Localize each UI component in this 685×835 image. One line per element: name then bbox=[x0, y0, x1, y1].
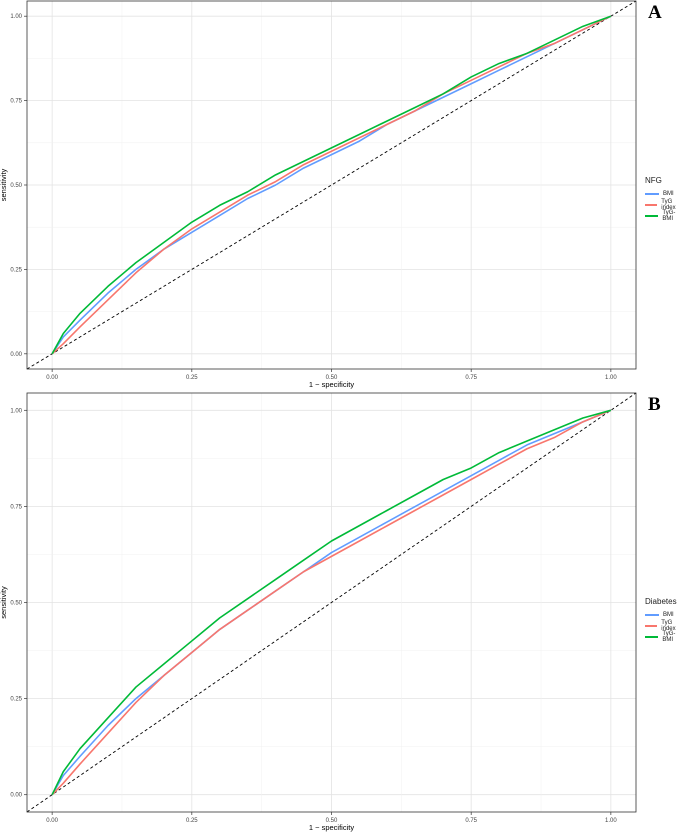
legend-b: Diabetes BMI TyG index TyG-BMI bbox=[645, 597, 685, 643]
y-tick-label: 0.00 bbox=[10, 793, 22, 799]
reference-diagonal bbox=[26, 392, 637, 813]
legend-item-bmi: BMI bbox=[645, 609, 685, 620]
y-axis-label: sensitivity bbox=[0, 586, 8, 619]
x-tick-label: 0.50 bbox=[326, 375, 338, 381]
legend-key bbox=[645, 613, 659, 616]
y-tick-label: 0.25 bbox=[10, 267, 22, 273]
legend-key bbox=[645, 635, 659, 638]
x-tick-label: 0.00 bbox=[46, 375, 58, 381]
x-tick-label: 1.00 bbox=[605, 375, 617, 381]
legend-item-tyg-index: TyG index bbox=[645, 198, 685, 211]
roc-curve-tyg-bmi bbox=[51, 15, 612, 355]
legend-label: BMI bbox=[663, 190, 674, 197]
legend-title: NFG bbox=[645, 176, 662, 185]
legend-item-tyg-index: TyG index bbox=[645, 619, 685, 632]
x-tick-label: 0.75 bbox=[465, 375, 477, 381]
roc-curve-tyg-index bbox=[51, 15, 612, 355]
legend-item-tyg-bmi: TyG-BMI bbox=[645, 209, 685, 222]
y-tick-label: 0.00 bbox=[10, 352, 22, 358]
x-tick-label: 0.25 bbox=[186, 818, 198, 824]
y-tick-label: 1.00 bbox=[10, 14, 22, 20]
x-axis-label: 1 − specificity bbox=[309, 823, 354, 832]
panel-letter-b: B bbox=[648, 394, 661, 415]
legend-key bbox=[645, 214, 659, 217]
x-tick-label: 1.00 bbox=[605, 818, 617, 824]
legend-label: TyG-BMI bbox=[662, 209, 676, 222]
legend-label: BMI bbox=[663, 611, 674, 618]
y-axis-label: sensitivity bbox=[0, 168, 8, 201]
legend-item-bmi: BMI bbox=[645, 188, 685, 199]
legend-item-tyg-bmi: TyG-BMI bbox=[645, 630, 685, 643]
x-tick-label: 0.50 bbox=[326, 818, 338, 824]
legend-a: NFG BMI TyG index TyG-BMI bbox=[645, 176, 685, 222]
legend-key bbox=[645, 192, 659, 195]
panel-letter-a: A bbox=[648, 2, 662, 23]
legend-title: Diabetes bbox=[645, 597, 677, 606]
roc-curve-tyg-index bbox=[51, 409, 612, 796]
roc-curve-tyg-bmi bbox=[51, 409, 612, 796]
y-tick-label: 1.00 bbox=[10, 408, 22, 414]
legend-label: TyG-BMI bbox=[662, 630, 676, 643]
x-tick-label: 0.25 bbox=[186, 375, 198, 381]
y-tick-label: 0.75 bbox=[10, 504, 22, 510]
x-tick-label: 0.75 bbox=[465, 818, 477, 824]
legend-label: TyG index bbox=[661, 198, 676, 211]
x-axis-label: 1 − specificity bbox=[309, 380, 354, 389]
y-tick-label: 0.50 bbox=[10, 601, 22, 607]
y-tick-label: 0.25 bbox=[10, 697, 22, 703]
x-tick-label: 0.00 bbox=[46, 818, 58, 824]
legend-key bbox=[645, 203, 658, 206]
y-tick-label: 0.75 bbox=[10, 99, 22, 105]
legend-label: TyG index bbox=[661, 619, 676, 632]
y-tick-label: 0.50 bbox=[10, 183, 22, 189]
roc-curve-bmi bbox=[51, 15, 612, 355]
roc-curve-bmi bbox=[51, 409, 612, 796]
legend-key bbox=[645, 624, 658, 627]
